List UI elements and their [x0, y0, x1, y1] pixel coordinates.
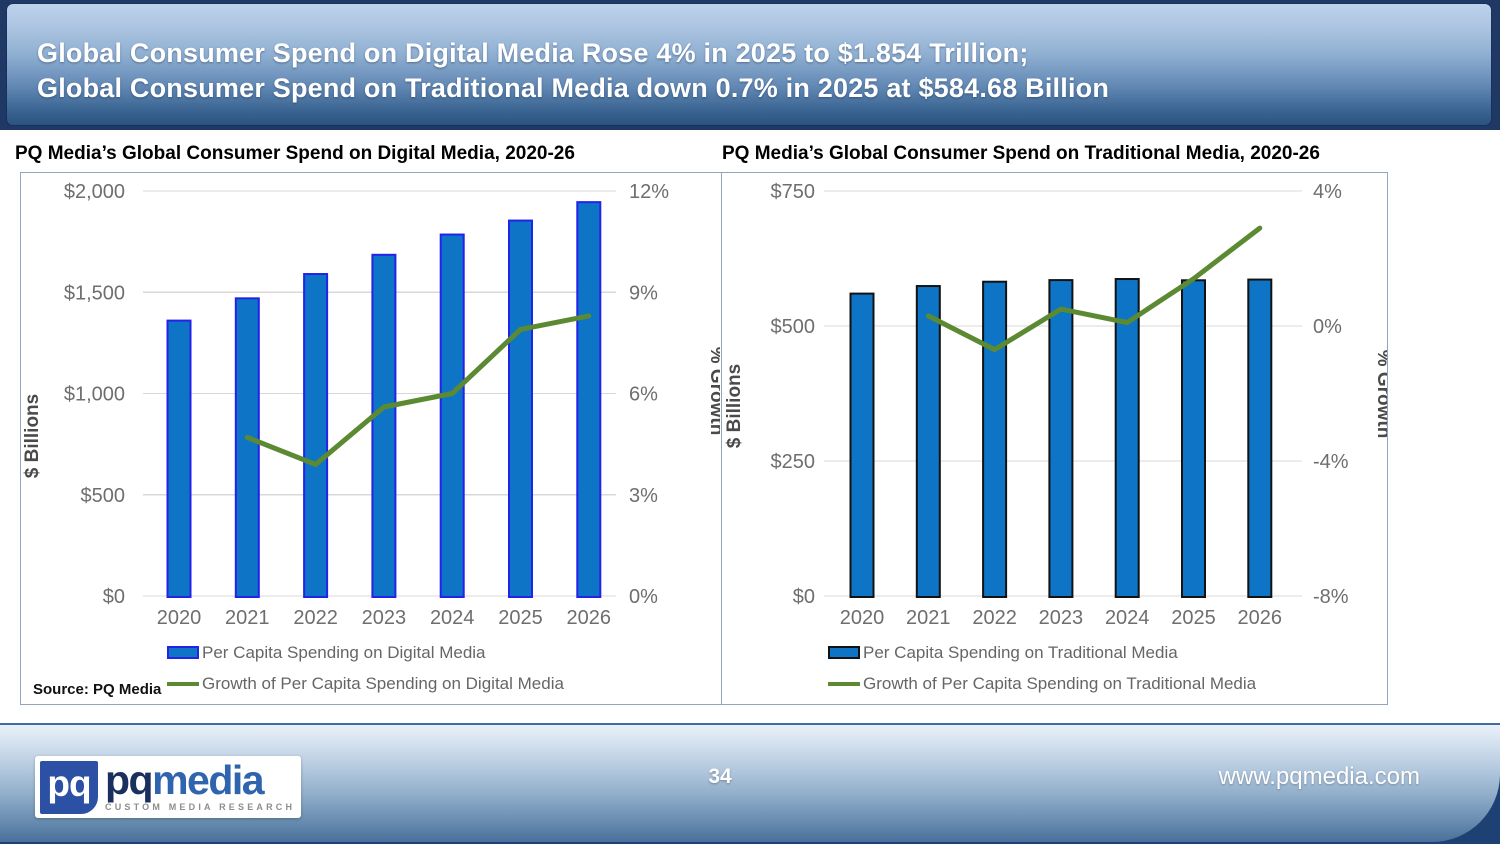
y-left-tick-label: $2,000 — [64, 181, 125, 203]
footer-band: pq pqmedia CUSTOM MEDIA RESEARCH 34 www.… — [0, 723, 1500, 844]
pqmedia-logo: pq pqmedia CUSTOM MEDIA RESEARCH — [35, 756, 301, 818]
y-left-tick-label: $750 — [771, 181, 816, 203]
x-tick-label-2021: 2021 — [906, 607, 951, 629]
y-right-tick-label: 12% — [629, 181, 669, 203]
source-note: Source: PQ Media — [33, 681, 162, 698]
legend-label: Growth of Per Capita Spending on Digital… — [202, 673, 564, 693]
bar-series-swatch — [167, 646, 199, 659]
x-tick-label-2026: 2026 — [567, 607, 612, 629]
bar-2020 — [849, 292, 875, 598]
legend-label: Growth of Per Capita Spending on Traditi… — [863, 673, 1257, 693]
x-tick-label-2025: 2025 — [498, 607, 543, 629]
traditional-chart: $750 $500 $250 $0 4% 0% -4% -8% $ Billions % Grow… — [724, 181, 1387, 629]
bar-2021 — [234, 297, 260, 598]
x-tick-label-2025: 2025 — [1171, 607, 1216, 629]
bar-2026 — [1247, 278, 1273, 598]
bar-series-swatch — [828, 646, 860, 659]
legend-row-line: Growth of Per Capita Spending on Digital… — [167, 668, 564, 699]
y-right-tick-label: 4% — [1313, 181, 1342, 203]
website-url: www.pqmedia.com — [1218, 763, 1420, 790]
pqmedia-logo-text: pqmedia CUSTOM MEDIA RESEARCH — [98, 760, 296, 813]
y-right-axis-title: % Growth — [706, 347, 720, 436]
y-left-tick-label: $500 — [81, 485, 126, 507]
traditional-chart-legend: Per Capita Spending on Traditional Media… — [828, 637, 1256, 699]
logo-name-media: media — [152, 757, 265, 803]
logo-name-pq: pq — [105, 757, 154, 803]
y-right-tick-label: 0% — [629, 586, 658, 608]
bar-2022 — [982, 280, 1008, 598]
bar-2021 — [915, 285, 941, 598]
bar-2025 — [508, 219, 533, 598]
slide-header: Global Consumer Spend on Digital Media R… — [6, 3, 1492, 126]
growth-line — [244, 313, 592, 467]
traditional-chart-panel: $750 $500 $250 $0 4% 0% -4% -8% $ Billions % Grow… — [721, 172, 1388, 705]
line-series-swatch — [828, 681, 860, 686]
x-tick-label-2020: 2020 — [840, 607, 885, 629]
bar-2026 — [576, 201, 602, 598]
bar-2025 — [1181, 279, 1206, 598]
y-left-tick-label: $1,000 — [64, 384, 125, 406]
growth-line — [925, 225, 1263, 353]
y-left-tick-label: $1,500 — [64, 282, 125, 304]
y-right-tick-label: 6% — [629, 384, 658, 406]
y-right-tick-label: -8% — [1313, 586, 1349, 608]
y-right-tick-label: 3% — [629, 485, 658, 507]
legend-row-bars: Per Capita Spending on Traditional Media — [828, 637, 1256, 668]
digital-chart-panel: $2,000 $1,500 $1,000 $500 $0 12% 9% 6% 3% 0% $ Bil… — [20, 172, 721, 705]
digital-chart-legend: Per Capita Spending on Digital Media Gro… — [167, 637, 564, 699]
y-left-axis-title: $ Billions — [724, 364, 745, 448]
bar-2023 — [371, 253, 397, 598]
slide-title-line1: Global Consumer Spend on Digital Media R… — [37, 38, 1029, 68]
header-band: Global Consumer Spend on Digital Media R… — [0, 0, 1500, 130]
pqmedia-logo-mark: pq — [40, 760, 98, 814]
y-left-tick-label: $500 — [771, 316, 816, 338]
content-area: PQ Media’s Global Consumer Spend on Digi… — [0, 130, 1500, 723]
x-tick-label-2024: 2024 — [430, 607, 475, 629]
y-right-tick-label: -4% — [1313, 451, 1349, 473]
x-tick-label-2026: 2026 — [1238, 607, 1283, 629]
page-number: 34 — [708, 765, 732, 788]
x-tick-label-2023: 2023 — [362, 607, 407, 629]
y-right-axis-title: % Growth — [1373, 350, 1387, 439]
digital-chart: $2,000 $1,500 $1,000 $500 $0 12% 9% 6% 3% 0% $ Bil… — [22, 181, 720, 629]
x-tick-label-2022: 2022 — [972, 607, 1017, 629]
traditional-chart-title: PQ Media’s Global Consumer Spend on Trad… — [722, 143, 1320, 164]
x-tick-label-2024: 2024 — [1105, 607, 1150, 629]
y-left-tick-label: $250 — [771, 451, 816, 473]
bar-2023 — [1048, 279, 1074, 598]
legend-row-bars: Per Capita Spending on Digital Media — [167, 637, 564, 668]
digital-chart-title: PQ Media’s Global Consumer Spend on Digi… — [15, 143, 575, 164]
slide-title-line2: Global Consumer Spend on Traditional Med… — [37, 73, 1110, 103]
bar-2024 — [439, 233, 465, 598]
line-series-swatch — [167, 681, 199, 686]
legend-row-line: Growth of Per Capita Spending on Traditi… — [828, 668, 1256, 699]
y-right-tick-label: 9% — [629, 282, 658, 304]
pqmedia-logo-tagline: CUSTOM MEDIA RESEARCH — [105, 802, 296, 812]
bar-2024 — [1114, 278, 1140, 599]
y-left-tick-label: $0 — [103, 586, 125, 608]
legend-label: Per Capita Spending on Traditional Media — [863, 642, 1178, 662]
x-tick-label-2021: 2021 — [225, 607, 270, 629]
bar-2022 — [303, 273, 329, 599]
y-left-tick-label: $0 — [793, 586, 815, 608]
slide-footer: pq pqmedia CUSTOM MEDIA RESEARCH 34 www.… — [0, 723, 1500, 842]
y-left-axis-title: $ Billions — [22, 394, 43, 478]
x-tick-label-2020: 2020 — [157, 607, 202, 629]
y-right-tick-label: 0% — [1313, 316, 1342, 338]
pqmedia-logo-name: pqmedia — [105, 760, 295, 801]
x-tick-label-2023: 2023 — [1039, 607, 1084, 629]
legend-label: Per Capita Spending on Digital Media — [202, 642, 486, 662]
slide-title: Global Consumer Spend on Digital Media R… — [37, 36, 1109, 106]
bar-2020 — [166, 319, 192, 598]
x-tick-label-2022: 2022 — [293, 607, 338, 629]
